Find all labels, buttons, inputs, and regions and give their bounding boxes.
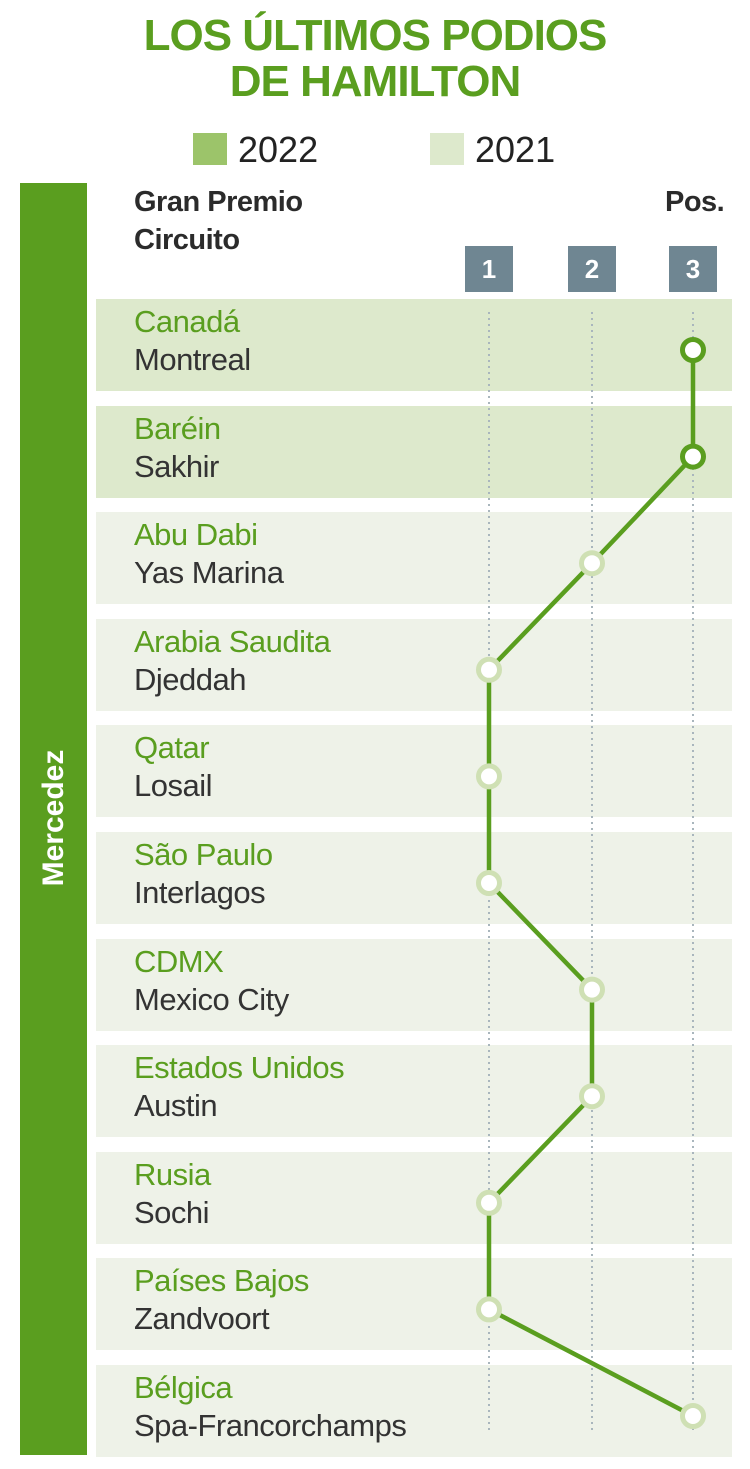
data-point: [579, 550, 605, 577]
race-row: [96, 1045, 732, 1138]
row-gran-premio: Rusia: [134, 1156, 211, 1192]
row-gran-premio: Abu Dabi: [134, 517, 258, 553]
race-row: [96, 618, 732, 711]
data-point: [680, 1403, 706, 1429]
row-circuito: Austin: [134, 1088, 218, 1124]
data-point: [476, 1296, 502, 1323]
row-circuito: Yas Marina: [134, 555, 284, 591]
team-bar: [20, 183, 87, 1455]
data-point: [680, 337, 706, 363]
position-label-2: 2: [568, 246, 616, 292]
data-point: [476, 1189, 502, 1216]
race-row: [96, 832, 732, 924]
row-gran-premio: Bélgica: [134, 1370, 233, 1405]
row-circuito: Interlagos: [134, 875, 266, 910]
legend-swatch-2022: [193, 133, 227, 165]
legend-label-2022: 2022: [238, 129, 319, 170]
race-row: [96, 1151, 732, 1244]
data-point: [476, 870, 502, 896]
row-gran-premio: Canadá: [134, 304, 240, 339]
data-point: [476, 763, 502, 790]
row-circuito: Losail: [134, 768, 213, 804]
race-row: [96, 1258, 732, 1351]
row-gran-premio: Países Bajos: [134, 1263, 309, 1299]
position-label-1: 1: [465, 246, 513, 292]
row-circuito: Djeddah: [134, 661, 246, 697]
race-row: [96, 725, 732, 818]
header-pos: Pos.: [665, 186, 725, 218]
data-point: [579, 976, 605, 1003]
chart-title-line1: LOS ÚLTIMOS PODIOS: [143, 11, 608, 60]
row-gran-premio: Arabia Saudita: [134, 623, 331, 659]
row-circuito: Montreal: [134, 342, 251, 377]
race-row: [96, 405, 732, 498]
header-gran-premio: Gran Premio: [134, 186, 303, 218]
legend-swatch-2021: [430, 133, 464, 165]
header-circuito: Circuito: [134, 224, 240, 256]
position-label-3: 3: [669, 246, 717, 292]
race-row: [96, 299, 732, 391]
race-row: [96, 938, 732, 1031]
row-gran-premio: Baréin: [134, 410, 221, 446]
row-gran-premio: Estados Unidos: [134, 1050, 345, 1086]
row-gran-premio: São Paulo: [134, 837, 273, 872]
row-circuito: Sochi: [134, 1194, 210, 1230]
row-circuito: Spa-Francorchamps: [134, 1408, 407, 1443]
row-circuito: Zandvoort: [134, 1301, 270, 1337]
row-gran-premio: CDMX: [134, 943, 224, 979]
row-circuito: Mexico City: [134, 981, 289, 1017]
data-point: [476, 656, 502, 683]
legend-label-2021: 2021: [475, 129, 556, 170]
data-point: [579, 1083, 605, 1110]
row-circuito: Sakhir: [134, 448, 219, 484]
row-gran-premio: Qatar: [134, 730, 210, 766]
chart-title-line2: DE HAMILTON: [229, 57, 521, 106]
data-point: [680, 443, 706, 470]
